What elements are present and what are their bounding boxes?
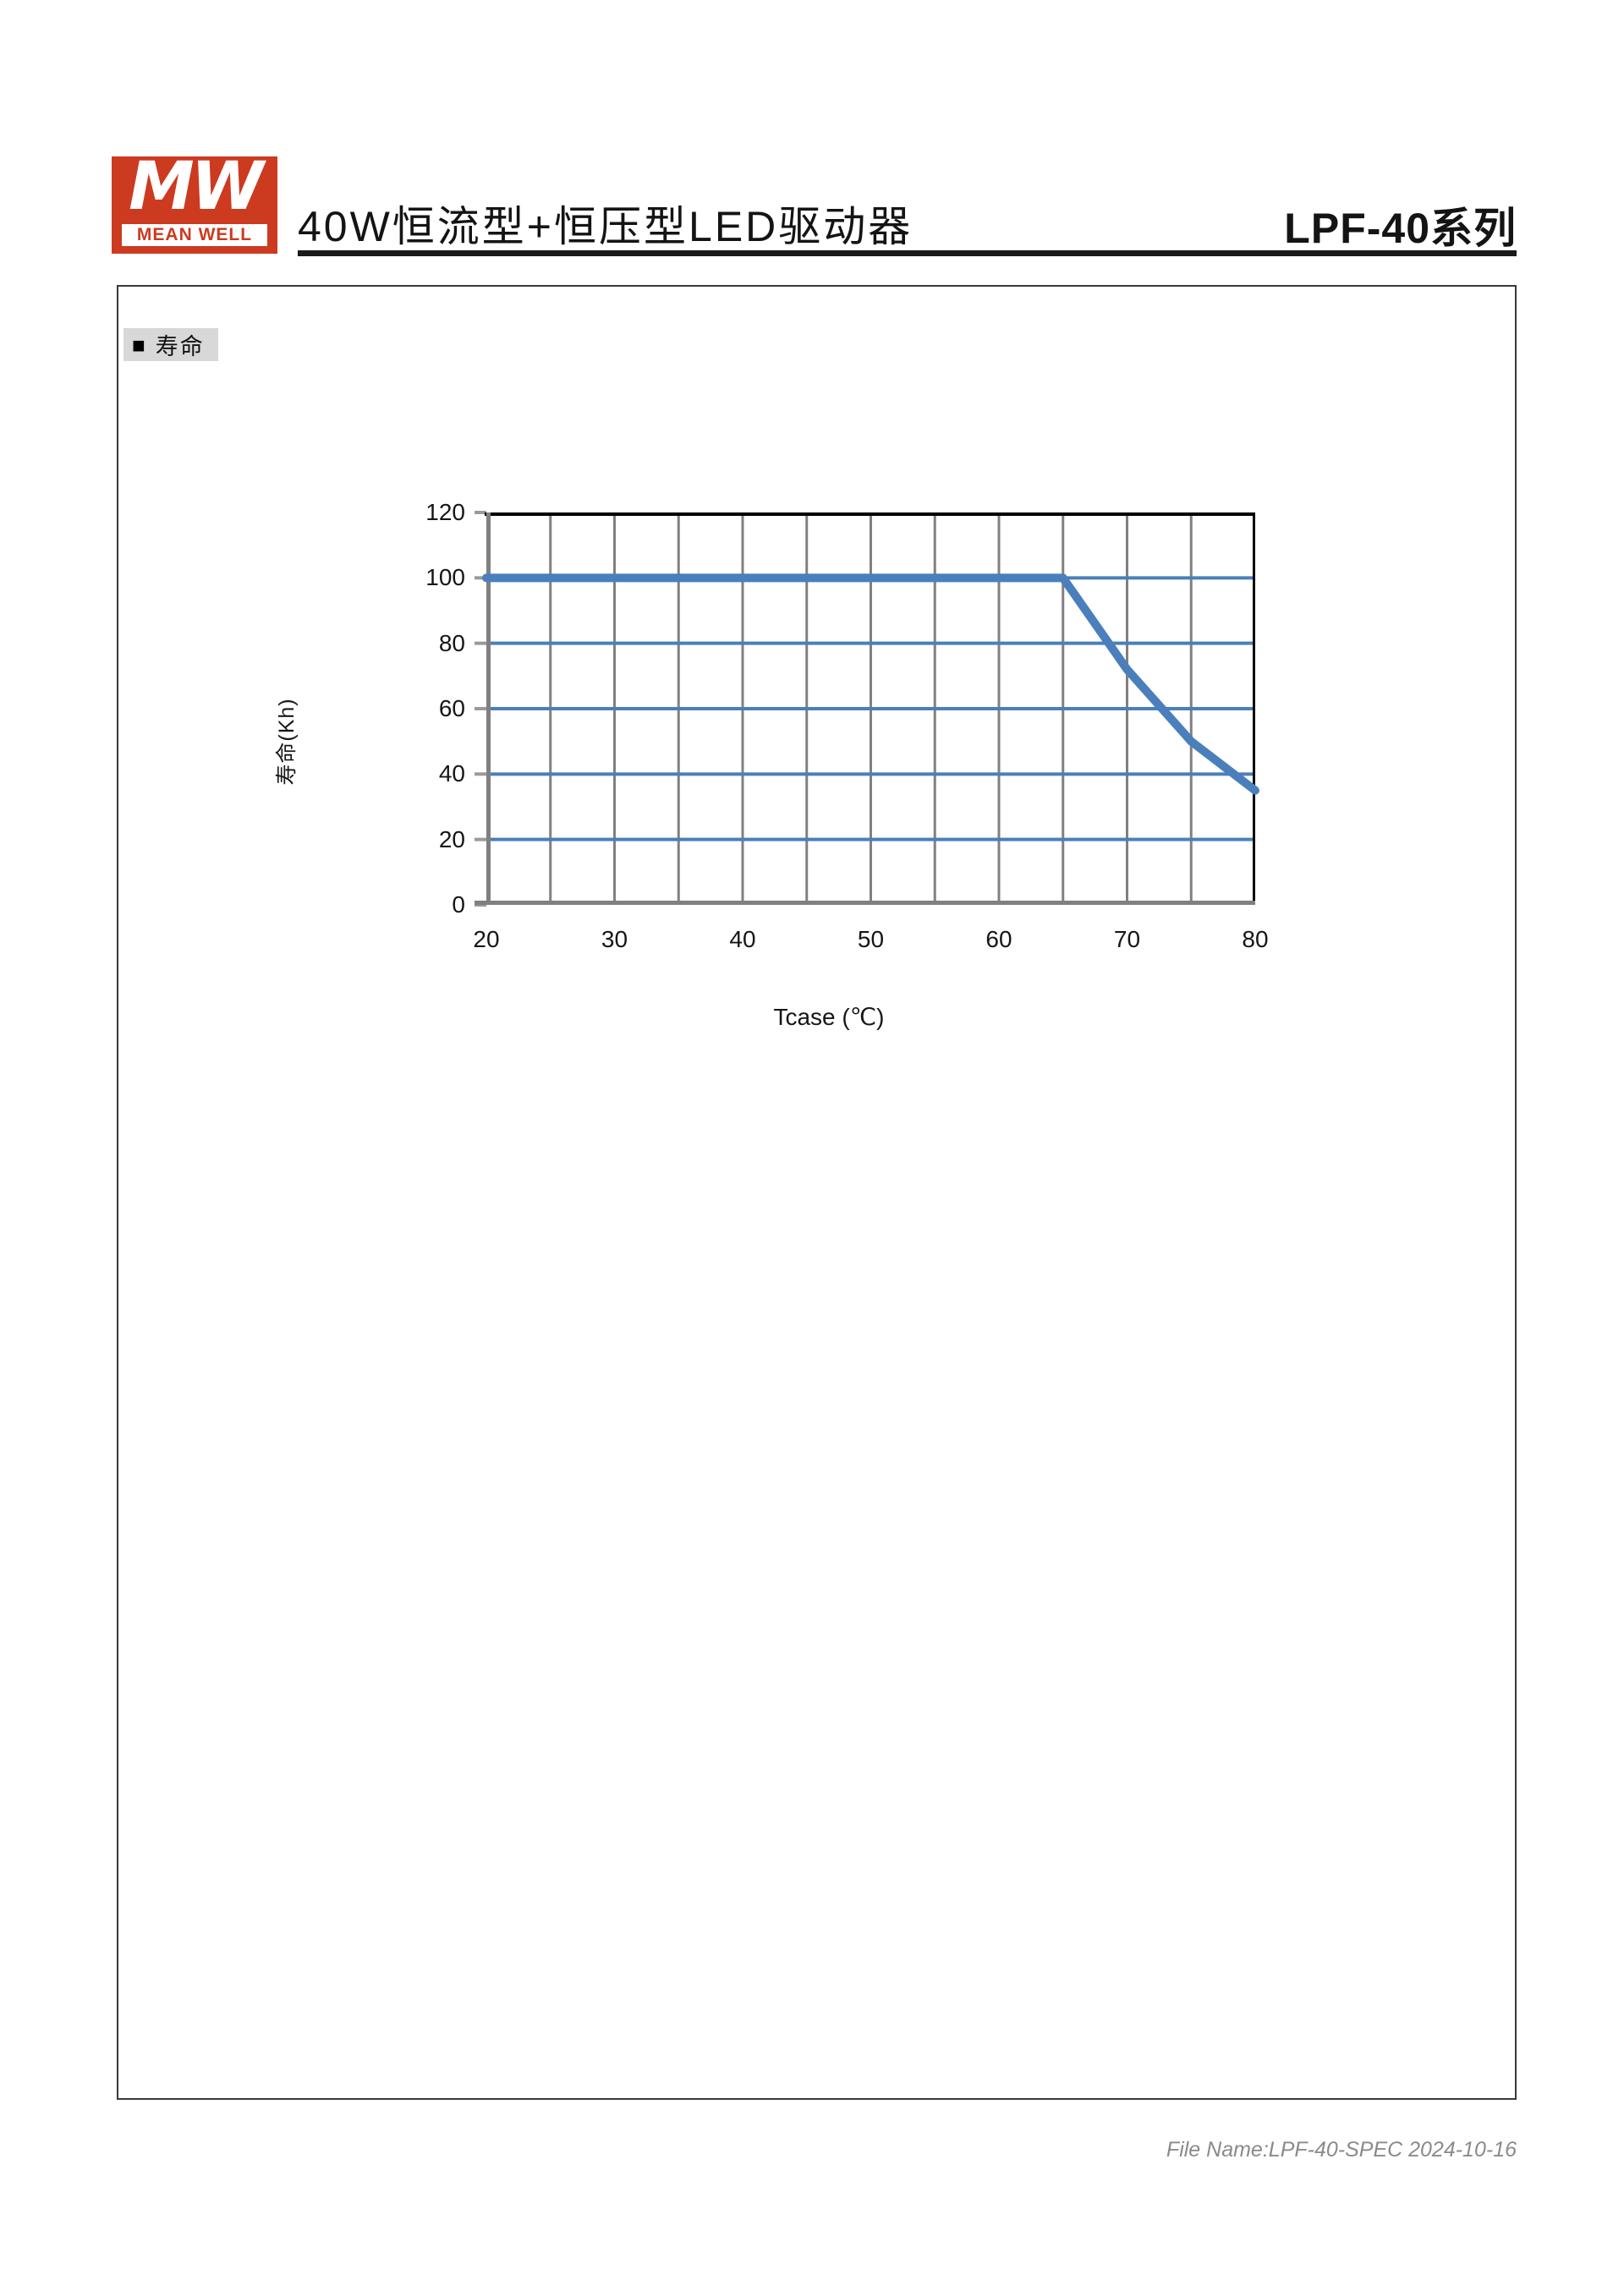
- logo-brand-text: MEAN WELL: [136, 225, 253, 244]
- y-tick-label: 80: [438, 629, 465, 656]
- life-vs-tcase-chart: [475, 511, 1259, 907]
- x-tick-label: 40: [729, 926, 756, 952]
- y-axis-title: 寿命(Kh): [275, 698, 299, 786]
- logo-brand-strip: MEAN WELL: [122, 224, 267, 246]
- section-marker-icon: ■: [132, 332, 145, 358]
- x-tick-label: 20: [473, 926, 500, 952]
- y-tick-label: 0: [452, 891, 465, 918]
- footer-file-info: File Name:LPF-40-SPEC 2024-10-16: [1166, 2138, 1517, 2162]
- x-tick-label: 70: [1113, 926, 1141, 952]
- x-tick-label: 80: [1242, 926, 1269, 952]
- section-label: ■ 寿命: [123, 328, 218, 361]
- life-curve: [482, 573, 1259, 795]
- section-label-text: 寿命: [155, 334, 205, 359]
- y-tick-label: 120: [425, 499, 465, 525]
- series-title: LPF-40系列: [1284, 205, 1517, 252]
- header-rule: [298, 250, 1517, 256]
- content-box: [117, 285, 1517, 2100]
- page-title: 40W恒流型+恒压型LED驱动器: [298, 203, 914, 250]
- x-tick-label: 50: [857, 926, 885, 952]
- y-tick-label: 100: [425, 564, 465, 591]
- logo-mw-text: MW: [129, 149, 264, 225]
- x-tick-label: 30: [601, 926, 628, 952]
- meanwell-logo: MW MEAN WELL: [112, 151, 277, 254]
- y-tick-label: 60: [438, 695, 465, 721]
- y-tick-label: 20: [438, 825, 465, 852]
- x-tick-label: 60: [985, 926, 1012, 952]
- y-tick-label: 40: [438, 760, 465, 787]
- x-axis-title: Tcase (℃): [773, 1004, 885, 1030]
